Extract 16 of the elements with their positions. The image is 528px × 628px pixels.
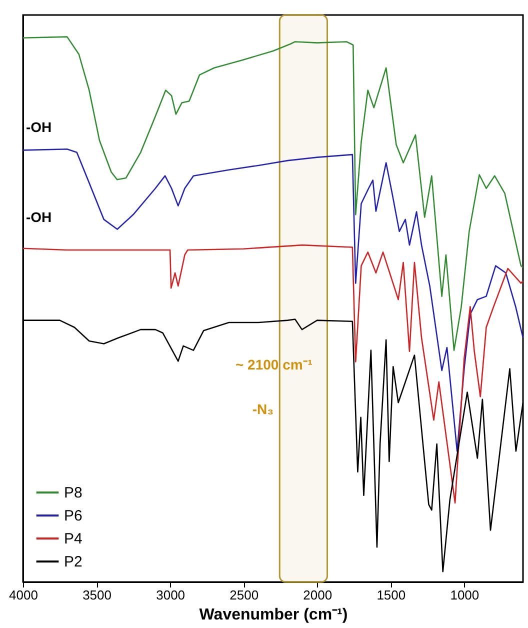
legend-label: P4	[64, 530, 82, 548]
x-tick-label: 2500	[230, 588, 259, 602]
annotation: -OH	[26, 119, 52, 135]
annotation: ~ 2100 cm⁻¹	[235, 356, 313, 373]
annotation: -OH	[26, 209, 52, 225]
legend-label: P8	[64, 484, 82, 502]
x-tick-label: 1500	[376, 588, 406, 602]
annotation: -N₃	[252, 401, 274, 417]
legend-label: P6	[64, 508, 82, 524]
x-tick-label: 2000	[303, 588, 332, 602]
x-axis-title: Wavenumber (cm⁻¹)	[199, 606, 348, 624]
x-tick-label: 3500	[82, 588, 112, 602]
x-tick-label: 1000	[450, 588, 480, 602]
legend-label: P2	[64, 554, 82, 570]
x-tick-label: 4000	[9, 588, 38, 602]
x-tick-label: 3000	[156, 588, 186, 602]
